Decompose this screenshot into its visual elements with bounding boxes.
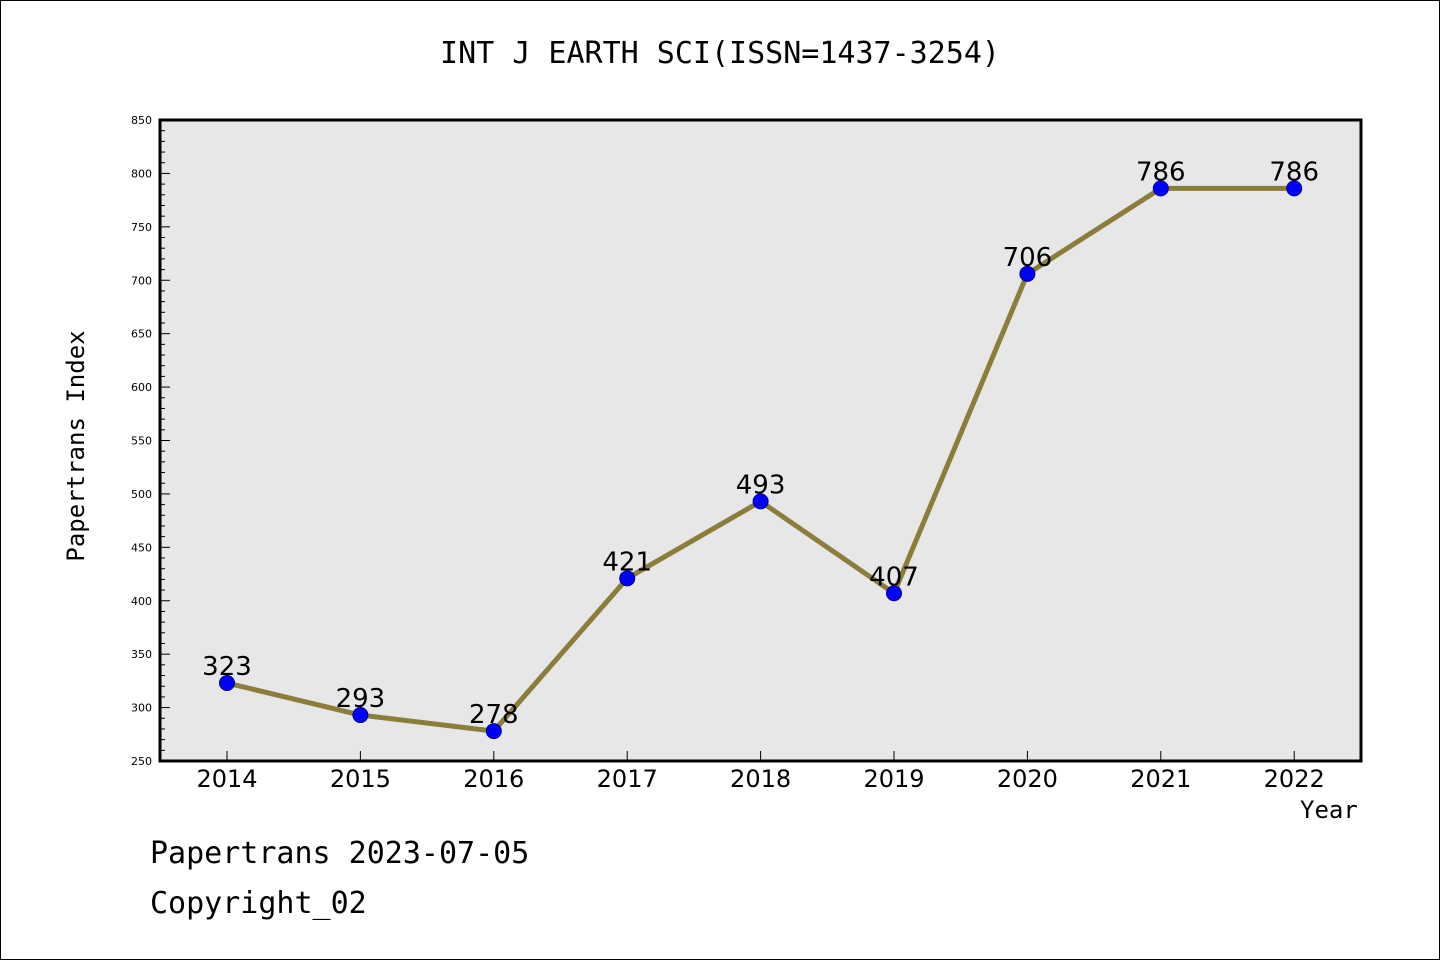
x-tick-label: 2018 [730,765,791,793]
data-label: 407 [869,562,919,592]
y-tick-label: 500 [131,488,152,501]
data-label: 323 [202,652,252,682]
data-label: 493 [736,470,786,500]
x-tick-label: 2017 [597,765,658,793]
y-tick-label: 750 [131,221,152,234]
data-point [485,723,502,740]
plot-area [160,120,1361,761]
y-tick-label: 850 [131,114,152,127]
data-label: 278 [469,700,519,730]
y-tick-label: 700 [131,274,152,287]
y-tick-label: 350 [131,648,152,661]
footer-source: Papertrans 2023-07-05 [150,836,530,871]
x-tick-label: 2016 [463,765,524,793]
x-axis-ticks: 2014 2015 2016 2017 2018 2019 2020 2021 2022 [196,751,1325,793]
data-point [619,570,636,587]
data-point [219,675,235,692]
x-tick-label: 2020 [997,765,1058,793]
y-tick-label: 300 [131,702,152,715]
data-label: 786 [1136,157,1186,187]
data-point [1286,180,1303,197]
series-group: 323 293 278 421 493 407 706 786 786 [202,157,1319,740]
footer-copyright: Copyright_02 [150,886,367,921]
y-tick-label: 550 [131,435,152,448]
data-point [352,707,369,724]
y-tick-label: 600 [131,381,152,394]
x-tick-label: 2022 [1264,765,1325,793]
plot-border [158,118,1363,763]
y-tick-label: 800 [131,167,152,180]
data-label: 706 [1003,243,1053,273]
data-point [752,493,769,510]
x-tick-label: 2021 [1130,765,1191,793]
data-point [1019,265,1036,282]
chart-title: INT J EARTH SCI(ISSN=1437-3254) [440,36,1000,71]
y-tick-label: 400 [131,595,152,608]
data-point [886,585,902,602]
y-tick-label: 650 [131,328,152,341]
x-tick-label: 2015 [330,765,391,793]
y-tick-label: 450 [131,541,152,554]
x-tick-label: 2014 [196,765,257,793]
data-point [1152,180,1169,197]
y-tick-label: 250 [131,755,152,768]
data-label: 786 [1269,157,1319,187]
x-tick-label: 2019 [863,765,924,793]
data-label: 293 [336,684,386,714]
x-axis-label: Year [1300,796,1358,824]
data-label: 421 [602,547,652,577]
